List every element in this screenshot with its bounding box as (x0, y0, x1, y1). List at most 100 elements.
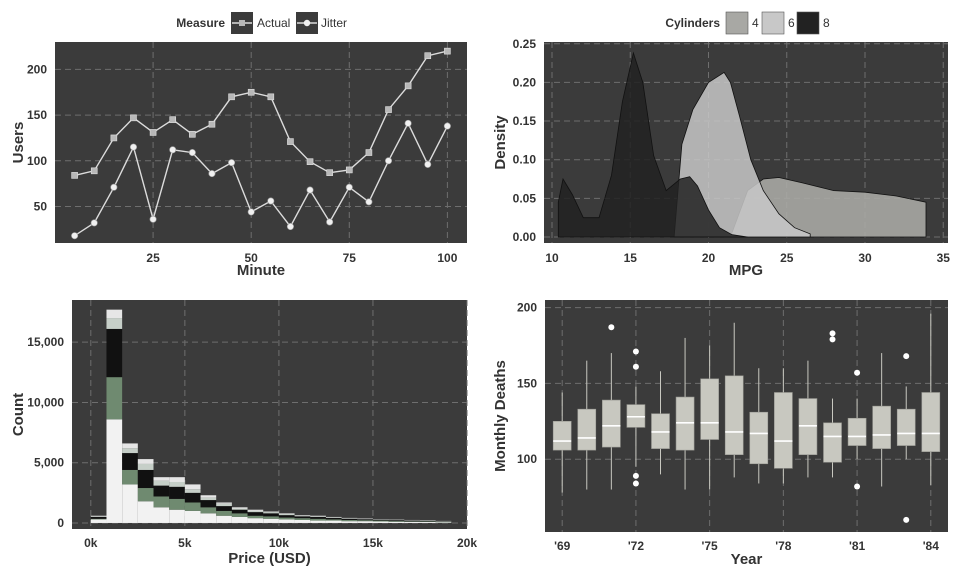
histogram-bar-segment (184, 489, 201, 493)
legend-key-8-cyl (796, 11, 820, 35)
histogram-bar-segment (294, 518, 311, 520)
box-outlier (903, 353, 910, 360)
x-tick-label: 15k (363, 536, 383, 550)
histogram-bar-segment (216, 502, 232, 504)
data-point-actual (444, 47, 451, 55)
histogram-bar-segment (90, 519, 107, 523)
x-tick-label: '84 (923, 539, 940, 553)
histogram-bar-segment (231, 508, 248, 510)
histogram-bar-segment (153, 485, 170, 497)
y-tick-label: 200 (27, 62, 47, 76)
x-tick-label: 25 (146, 251, 160, 265)
y-tick-label: 0.00 (513, 230, 537, 244)
box-iqr (552, 421, 572, 451)
histogram-bar-segment (294, 515, 311, 517)
y-tick-label: 150 (27, 108, 47, 122)
y-tick-label: 100 (27, 154, 47, 168)
legend-title: Measure (176, 16, 225, 30)
data-point-jitter (365, 198, 373, 206)
x-tick-label: 100 (437, 251, 457, 265)
legend: Cylinders 4 6 8 (665, 11, 830, 35)
histogram-bar-segment (231, 507, 248, 509)
histogram-bar-segment (106, 318, 123, 329)
histogram-bar-segment (341, 518, 358, 520)
histogram-bar-segment (200, 507, 217, 514)
legend-label-actual: Actual (257, 16, 290, 30)
histogram-bar-segment (294, 519, 311, 523)
data-point-jitter (228, 159, 236, 167)
data-point-actual (267, 93, 275, 101)
data-point-actual (71, 172, 78, 179)
histogram-bar-segment (106, 328, 123, 378)
histogram-bar-segment (169, 477, 185, 482)
histogram-bar-segment (372, 519, 389, 521)
histogram-bar-segment (357, 520, 373, 522)
histogram-bar-segment (404, 520, 420, 522)
box-iqr (724, 375, 744, 455)
histogram-bar-segment (325, 519, 342, 521)
legend-key-marker (239, 20, 245, 26)
histogram-bar-segment (216, 503, 232, 507)
legend-key-4-cyl (725, 11, 749, 35)
histogram-bar-segment (184, 484, 201, 490)
data-point-jitter (424, 160, 432, 168)
data-point-actual (306, 158, 314, 165)
histogram-bar-segment (122, 484, 138, 523)
histogram-bar-segment (169, 509, 185, 523)
histogram-bar-segment (278, 513, 295, 514)
x-tick-label: 30 (858, 251, 872, 265)
histogram-bar-segment (278, 515, 295, 518)
histogram-bar-segment (231, 516, 248, 523)
histogram-bar-segment (106, 419, 123, 523)
box-iqr (774, 392, 793, 469)
x-tick-label: 10k (269, 536, 289, 550)
histogram-bar-segment (263, 516, 279, 519)
histogram-bar-segment (169, 481, 185, 487)
histogram-bar-segment (357, 521, 373, 523)
histogram-bar-segment (341, 521, 358, 523)
y-tick-label: 50 (34, 199, 48, 213)
x-tick-label: '75 (702, 539, 719, 553)
histogram-bar-segment (372, 521, 389, 523)
data-point-actual (208, 120, 216, 128)
histogram-bar-segment (247, 512, 264, 516)
box-outlier (903, 516, 910, 523)
box-iqr (700, 378, 719, 440)
histogram-bar-segment (137, 459, 154, 464)
data-point-actual (404, 82, 412, 90)
density-chart-panel (544, 42, 948, 243)
histogram-bar-segment (247, 518, 264, 523)
data-point-actual (169, 116, 177, 123)
histogram-bar-segment (153, 477, 170, 481)
histogram-bar-segment (404, 521, 420, 523)
y-tick-label: 0.25 (513, 37, 537, 51)
histogram-bar-segment (247, 515, 264, 519)
histogram-bar-segment (388, 520, 405, 522)
histogram-bar-segment (90, 518, 107, 520)
histogram-bar-segment (325, 517, 342, 520)
box-iqr (896, 408, 916, 446)
box-outlier (854, 369, 861, 376)
histogram-bar-segment (169, 486, 185, 499)
y-tick-label: 200 (517, 301, 537, 315)
data-point-jitter (247, 208, 255, 216)
box-outlier (829, 330, 836, 337)
data-point-jitter (71, 232, 79, 240)
x-tick-label: 5k (178, 536, 192, 550)
histogram-bar-segment (184, 502, 201, 511)
x-tick-label: 35 (937, 251, 951, 265)
histogram-bar-segment (137, 463, 154, 470)
histogram-bar-segment (310, 516, 326, 517)
data-point-jitter (443, 122, 451, 130)
histogram-bar-segment (90, 516, 107, 519)
x-axis-title: Minute (237, 262, 285, 279)
x-tick-label: 0k (84, 536, 98, 550)
histogram-bar-segment (122, 469, 138, 485)
x-tick-label: 50 (245, 251, 259, 265)
data-point-actual (287, 138, 294, 145)
histogram-bar-segment (231, 513, 248, 517)
histogram-bar-segment (310, 516, 326, 519)
histogram-bar-segment (106, 377, 123, 420)
x-tick-label: 75 (343, 251, 357, 265)
